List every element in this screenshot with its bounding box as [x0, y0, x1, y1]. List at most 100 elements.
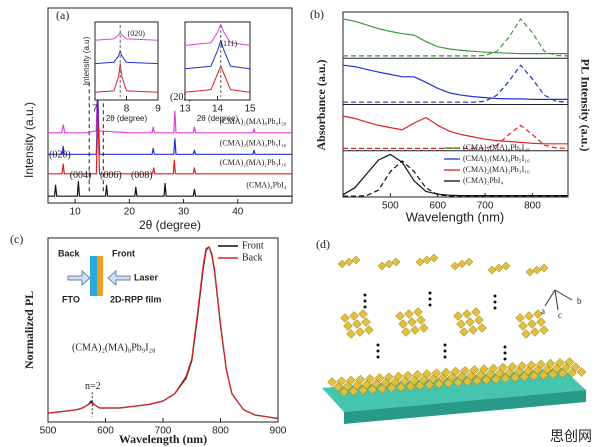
axis-letter: c: [558, 310, 562, 320]
dot: [363, 293, 367, 297]
x-tick-label: 40: [232, 207, 244, 218]
octahedron: [472, 375, 482, 386]
curve: [343, 18, 569, 57]
axis-arrow: [554, 289, 573, 301]
octahedron: [501, 261, 511, 271]
octahedron: [533, 309, 543, 319]
x-tick-label: 8: [124, 104, 130, 115]
legend-label: (CMA)₂PbI₄: [463, 176, 503, 185]
dot: [443, 355, 447, 359]
octahedron: [415, 257, 425, 267]
annotation: (CMA)₂(MA)₈Pb₉I₂₈: [72, 342, 156, 353]
legend-label: Back: [242, 252, 263, 263]
dot: [443, 349, 447, 353]
octahedron: [538, 370, 549, 381]
x-tick-label: 30: [178, 207, 190, 218]
dot: [428, 303, 432, 307]
octahedron: [339, 387, 349, 397]
octahedron: [494, 263, 504, 273]
curve: [342, 115, 568, 145]
x-tick-label: 900: [270, 426, 287, 437]
octahedron: [384, 259, 394, 269]
inset-bg: [184, 21, 251, 101]
dot: [363, 299, 367, 303]
y-axis-label: Normalized PL: [22, 291, 36, 369]
dot: [376, 355, 380, 359]
octahedron: [462, 376, 473, 387]
octahedron: [491, 374, 501, 385]
octahedron: [415, 380, 425, 391]
curve: [48, 112, 292, 175]
dot: [443, 343, 447, 347]
octahedron: [529, 371, 539, 381]
legend-label: (CMA)₂(MA)₈Pb₉I₂₈: [463, 143, 530, 152]
peak-label: (111): [220, 39, 237, 48]
x-axis-label: Wavelength (nm): [119, 432, 207, 446]
octahedron: [340, 313, 350, 323]
octahedron: [532, 265, 542, 275]
watermark: 思创网: [550, 429, 592, 445]
y-axis-label: Absorbance (a.u.): [314, 59, 328, 150]
dot: [493, 300, 497, 304]
x-tick-label: 500: [382, 201, 399, 212]
x-tick-label: 14: [212, 104, 224, 115]
octahedron: [405, 381, 416, 392]
panel-label: (a): [56, 8, 69, 22]
axis-arrow: [554, 289, 559, 311]
dot: [428, 291, 432, 295]
octahedron: [468, 325, 478, 335]
octahedron: [434, 379, 444, 389]
peak-label: (020): [128, 29, 146, 38]
octahedron: [464, 257, 474, 267]
panel-label: (c): [10, 232, 23, 246]
x-tick-label: 10: [70, 207, 82, 218]
octahedron: [465, 317, 475, 327]
octahedron: [515, 313, 525, 323]
octahedron: [459, 327, 469, 337]
curve: [343, 64, 569, 103]
octahedron: [453, 377, 463, 388]
series-label: (CMA)₂(MA)₈Pb₉I₂₈: [220, 117, 287, 126]
inset-text: Front: [112, 248, 135, 258]
axis-letter: a: [541, 306, 545, 316]
octahedron: [346, 329, 356, 339]
octahedron: [416, 315, 426, 325]
curve: [184, 24, 251, 46]
octahedron: [352, 319, 362, 329]
peak-label: (006): [100, 170, 122, 181]
octahedron: [422, 255, 432, 265]
octahedron: [457, 259, 467, 269]
octahedron: [536, 317, 546, 327]
octahedron: [567, 367, 577, 378]
inset-text: Back: [58, 248, 81, 258]
octahedron: [327, 377, 337, 387]
inset-x-label: 2θ (degree): [106, 114, 148, 123]
series-label: (CMA)₂PbI₄: [246, 180, 286, 189]
curve: [48, 83, 292, 134]
curve: [342, 64, 568, 100]
octahedron: [510, 372, 520, 383]
x-tick-label: 20: [124, 207, 136, 218]
peak-label: (202): [170, 92, 192, 103]
curve: [342, 18, 568, 55]
octahedron: [518, 321, 528, 331]
octahedron: [548, 369, 558, 380]
legend-label: (CMA)₂(MA)₂Pb₃I₁₀: [463, 165, 530, 174]
x-tick-label: 500: [40, 426, 57, 437]
octahedron: [527, 319, 537, 329]
y2-axis-label: PL Intensity (a.u.): [578, 59, 592, 152]
octahedron: [396, 382, 406, 393]
octahedron: [344, 257, 354, 267]
plot-frame: [47, 237, 279, 423]
octahedron: [398, 319, 408, 329]
octahedron: [419, 323, 429, 333]
octahedron: [474, 315, 484, 325]
octahedron: [358, 385, 368, 396]
dot: [493, 306, 497, 310]
x-tick-label: 800: [524, 201, 541, 212]
dot: [376, 349, 380, 353]
octahedron: [450, 261, 460, 271]
x-tick-label: 15: [244, 104, 256, 115]
inset-bg: [94, 21, 159, 101]
octahedron: [456, 319, 466, 329]
